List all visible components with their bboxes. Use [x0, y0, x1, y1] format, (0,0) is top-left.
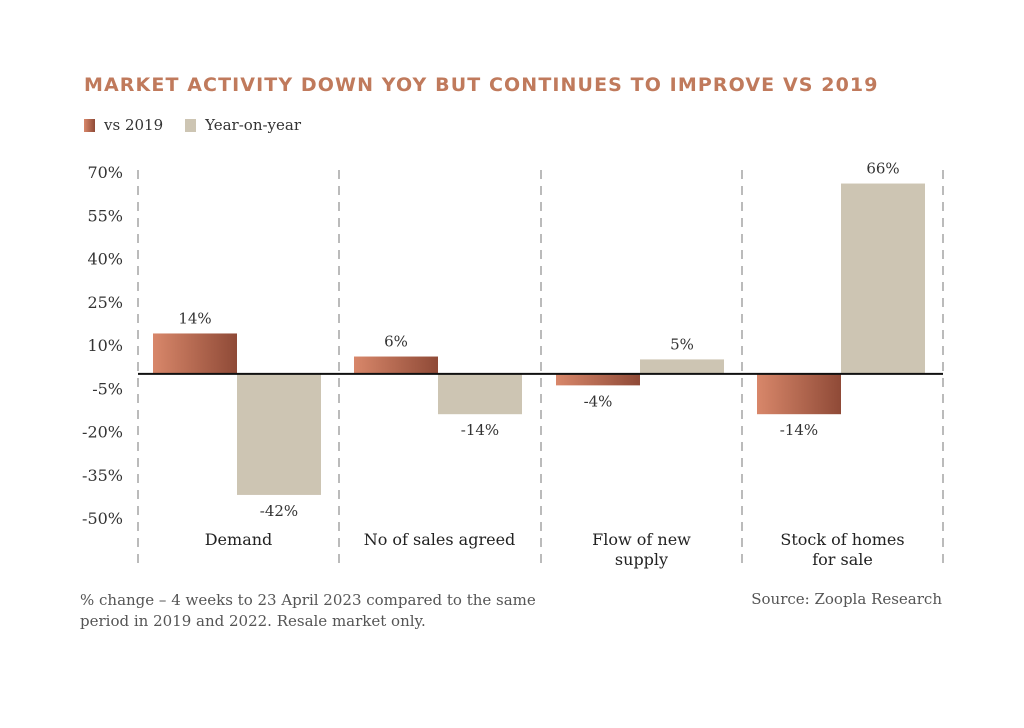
data-label: -4%	[584, 392, 613, 410]
y-tick-label: 10%	[87, 336, 123, 355]
bar-vs2019	[757, 373, 841, 415]
category-label: Flow of new	[592, 530, 691, 549]
data-label: 14%	[178, 309, 211, 327]
y-tick-label: 70%	[87, 163, 123, 182]
y-tick-label: 25%	[87, 293, 123, 312]
y-tick-label: -50%	[82, 509, 123, 528]
chart-title: MARKET ACTIVITY DOWN YOY BUT CONTINUES T…	[84, 74, 879, 96]
data-label: -42%	[260, 502, 298, 520]
category-label: No of sales agreed	[364, 530, 516, 549]
data-label: 66%	[866, 160, 899, 178]
category-label: Stock of homes	[780, 530, 904, 549]
legend-label-vs2019: vs 2019	[104, 116, 164, 134]
category-label: for sale	[812, 550, 873, 569]
legend-item-vs2019: vs 2019	[84, 116, 163, 134]
legend-swatch-yoy	[185, 118, 197, 132]
bar-yoy	[841, 183, 925, 374]
y-tick-label: -35%	[82, 466, 123, 485]
y-tick-label: -5%	[92, 379, 123, 398]
legend-label-yoy: Year-on-year	[205, 116, 302, 134]
data-label: -14%	[780, 421, 818, 439]
legend-item-yoy: Year-on-year	[185, 116, 301, 134]
legend: vs 2019 Year-on-year	[84, 116, 323, 134]
footnote: % change – 4 weeks to 23 April 2023 comp…	[80, 591, 536, 630]
category-label: Demand	[205, 530, 273, 549]
data-label: 5%	[670, 335, 694, 353]
y-tick-label: -20%	[82, 423, 123, 442]
bar-yoy	[438, 373, 522, 415]
y-tick-label: 40%	[87, 250, 123, 269]
y-tick-label: 55%	[87, 206, 123, 225]
bar-yoy	[640, 359, 724, 374]
bar-vs2019	[556, 373, 640, 386]
bar-vs2019	[354, 356, 438, 374]
data-label: 6%	[384, 333, 408, 351]
bar-vs2019	[153, 333, 237, 374]
legend-swatch-vs2019	[84, 118, 95, 132]
bar-yoy	[237, 373, 321, 495]
data-label: -14%	[461, 421, 499, 439]
category-label: supply	[615, 550, 668, 569]
source-note: Source: Zoopla Research	[751, 590, 942, 608]
